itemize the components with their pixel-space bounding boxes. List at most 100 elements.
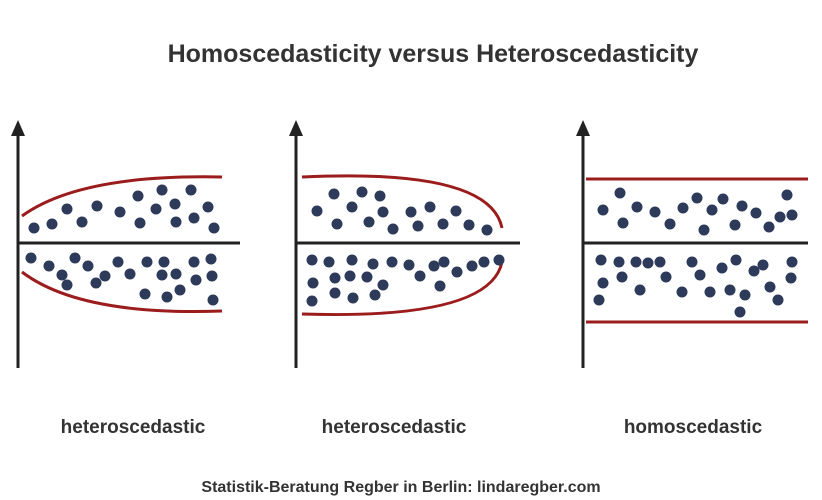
data-point: [763, 221, 775, 233]
data-point: [207, 294, 219, 306]
data-point: [61, 203, 73, 215]
page-title: Homoscedasticity versus Heteroscedastici…: [167, 40, 699, 68]
data-point: [306, 254, 318, 266]
data-point: [124, 268, 136, 280]
data-point: [736, 200, 748, 212]
data-point: [739, 289, 751, 301]
data-point: [664, 218, 676, 230]
data-point: [202, 201, 214, 213]
data-point: [438, 256, 450, 268]
data-point: [403, 259, 415, 271]
data-point: [405, 206, 417, 218]
footer-credit: Statistik-Beratung Regber in Berlin: lin…: [201, 479, 601, 496]
data-point: [377, 206, 389, 218]
data-point: [206, 270, 218, 282]
data-point: [328, 188, 340, 200]
y-axis-arrowhead-1: [11, 120, 25, 136]
data-point: [363, 216, 375, 228]
data-point: [724, 284, 736, 296]
y-axis-arrowhead-2: [289, 120, 303, 136]
data-point: [174, 284, 186, 296]
data-point: [323, 256, 335, 268]
data-point: [188, 256, 200, 268]
envelope-upper-2: [301, 174, 504, 229]
data-point: [306, 295, 318, 307]
data-point: [61, 279, 73, 291]
data-point: [616, 271, 628, 283]
data-point: [630, 256, 642, 268]
data-point: [91, 200, 103, 212]
data-point: [156, 269, 168, 281]
data-point: [331, 218, 343, 230]
data-point: [642, 257, 654, 269]
data-points-1: [25, 184, 220, 306]
data-point: [307, 277, 319, 289]
panel-2: [289, 120, 520, 368]
data-point: [463, 219, 475, 231]
data-point: [764, 281, 776, 293]
data-point: [90, 277, 102, 289]
data-point: [704, 286, 716, 298]
data-point: [734, 306, 746, 318]
envelope-lower-1: [21, 270, 223, 313]
data-point: [346, 201, 358, 213]
data-point: [205, 253, 217, 265]
data-point: [613, 256, 625, 268]
data-points-2: [306, 186, 505, 307]
data-point: [786, 209, 798, 221]
panel-label-2: heteroscedastic: [321, 417, 467, 438]
panel-3: [576, 120, 808, 368]
data-point: [750, 207, 762, 219]
data-point: [649, 206, 661, 218]
data-point: [169, 198, 181, 210]
data-point: [786, 256, 798, 268]
data-point: [82, 260, 94, 272]
data-point: [56, 269, 68, 281]
data-point: [481, 224, 493, 236]
data-point: [387, 223, 399, 235]
data-point: [757, 259, 769, 271]
data-point: [161, 291, 173, 303]
data-point: [717, 193, 729, 205]
data-point: [450, 205, 462, 217]
data-point: [112, 256, 124, 268]
data-point: [437, 218, 449, 230]
data-point: [114, 206, 126, 218]
data-point: [76, 216, 88, 228]
data-point: [595, 254, 607, 266]
data-point: [691, 192, 703, 204]
panel-1: [11, 120, 240, 368]
data-point: [190, 274, 202, 286]
data-point: [774, 211, 786, 223]
data-point: [185, 184, 197, 196]
data-point: [311, 205, 323, 217]
data-point: [698, 224, 710, 236]
data-point: [493, 254, 505, 266]
data-point: [139, 288, 151, 300]
data-point: [170, 268, 182, 280]
data-point: [614, 187, 626, 199]
data-point: [424, 201, 436, 213]
data-point: [208, 222, 220, 234]
data-point: [593, 294, 605, 306]
data-point: [412, 220, 424, 232]
data-point: [677, 202, 689, 214]
data-point: [434, 280, 446, 292]
data-point: [478, 256, 490, 268]
data-point: [141, 256, 153, 268]
data-point: [344, 270, 356, 282]
data-point: [451, 266, 463, 278]
data-point: [706, 204, 718, 216]
data-point: [386, 256, 398, 268]
data-point: [346, 254, 358, 266]
data-point: [134, 217, 146, 229]
data-point: [28, 222, 40, 234]
data-point: [361, 271, 373, 283]
data-point: [716, 262, 728, 274]
data-point: [597, 204, 609, 216]
data-point: [660, 271, 672, 283]
data-point: [694, 269, 706, 281]
y-axis-arrowhead-3: [576, 120, 590, 136]
data-point: [347, 292, 359, 304]
